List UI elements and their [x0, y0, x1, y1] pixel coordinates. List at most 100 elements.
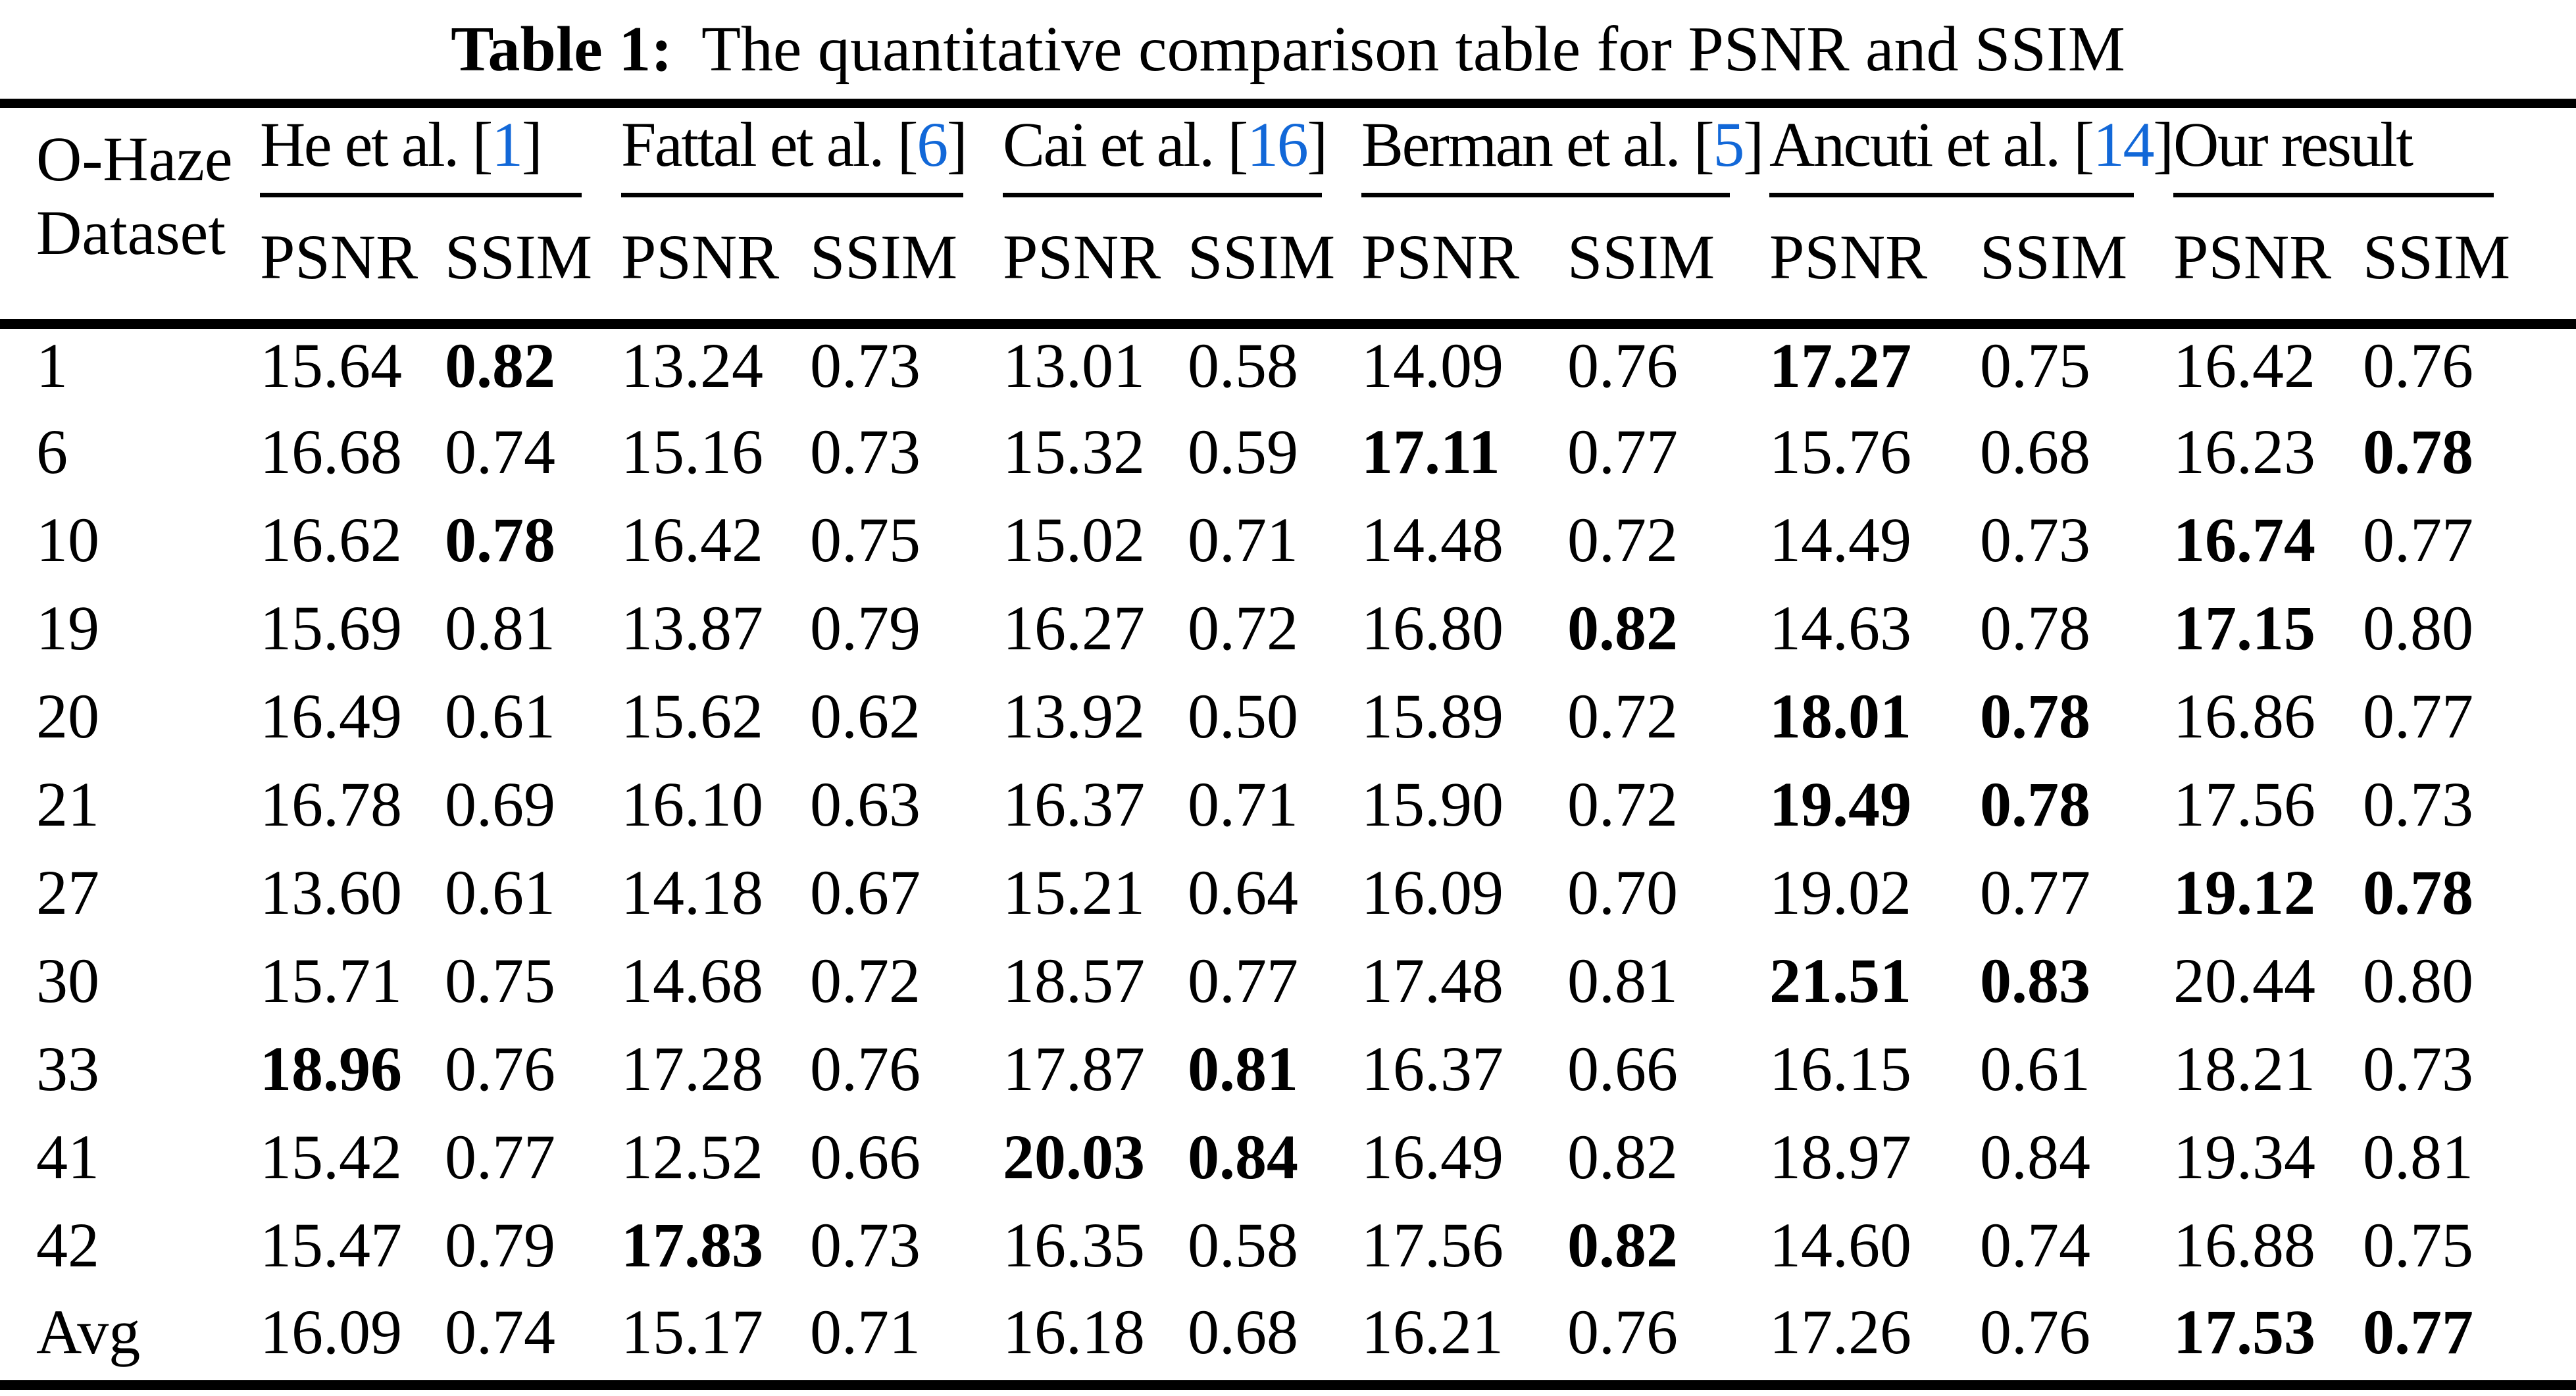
metric-header-he-et-al-psnr: PSNR — [260, 221, 418, 292]
value-cell: 0.74 — [445, 1296, 555, 1367]
table-caption-text: The quantitative comparison table for PS… — [701, 14, 2125, 85]
value-cell: 17.83 — [621, 1210, 764, 1280]
value-cell: 13.60 — [260, 857, 402, 928]
value-cell: 0.68 — [1188, 1296, 1299, 1367]
value-cell: 14.49 — [1769, 505, 1912, 575]
value-cell: 0.79 — [445, 1210, 555, 1280]
value-cell: 0.82 — [1567, 1210, 1679, 1280]
value-cell: 0.82 — [445, 330, 555, 401]
value-cell: 15.69 — [260, 593, 402, 663]
value-cell: 0.58 — [1188, 1210, 1299, 1280]
row-label: Avg — [36, 1296, 141, 1367]
citation-link[interactable]: 1 — [492, 109, 523, 180]
value-cell: 14.68 — [621, 945, 764, 1016]
value-cell: 0.62 — [810, 681, 921, 751]
row-label: 41 — [36, 1122, 99, 1192]
value-cell: 0.73 — [2363, 1034, 2474, 1104]
value-cell: 0.77 — [445, 1122, 555, 1192]
value-cell: 0.84 — [1188, 1122, 1299, 1192]
value-cell: 16.18 — [1003, 1296, 1146, 1367]
row-label: 6 — [36, 416, 68, 487]
value-cell: 0.81 — [2363, 1122, 2474, 1192]
value-cell: 18.21 — [2173, 1034, 2316, 1104]
value-cell: 0.72 — [810, 945, 921, 1016]
method-label: Berman et al. [5] — [1361, 108, 1764, 197]
value-cell: 0.84 — [1980, 1122, 2091, 1192]
value-cell: 18.96 — [260, 1034, 402, 1104]
value-cell: 15.47 — [260, 1210, 402, 1280]
value-cell: 0.63 — [810, 769, 921, 839]
value-cell: 16.37 — [1361, 1034, 1504, 1104]
value-cell: 16.88 — [2173, 1210, 2316, 1280]
value-cell: 16.78 — [260, 769, 402, 839]
value-cell: 17.28 — [621, 1034, 764, 1104]
row-group-header: O-Haze Dataset — [0, 103, 260, 324]
metric-header-fattal-et-al-psnr: PSNR — [621, 221, 780, 292]
citation-link[interactable]: 14 — [2092, 109, 2155, 180]
value-cell: 15.64 — [260, 330, 402, 401]
row-label: 10 — [36, 505, 99, 575]
value-cell: 0.82 — [1567, 593, 1679, 663]
method-label: He et al. [1] — [260, 108, 582, 197]
value-cell: 0.81 — [445, 593, 555, 663]
value-cell: 0.78 — [445, 505, 555, 575]
method-header-row: O-Haze Dataset He et al. [1] Fattal et al… — [0, 103, 2576, 268]
metric-header-ancuti-et-al-ssim: SSIM — [1980, 221, 2128, 292]
value-cell: 0.58 — [1188, 330, 1299, 401]
table-row-42: 42 15.47 0.79 17.83 0.73 16.35 0.58 17.56 0.82 14… — [0, 1207, 2576, 1295]
value-cell: 18.57 — [1003, 945, 1146, 1016]
value-cell: 0.73 — [2363, 769, 2474, 839]
value-cell: 17.48 — [1361, 945, 1504, 1016]
value-cell: 16.86 — [2173, 681, 2316, 751]
citation-link[interactable]: 6 — [917, 109, 948, 180]
value-cell: 15.89 — [1361, 681, 1504, 751]
method-label: Our result — [2173, 108, 2494, 197]
comparison-table: O-Haze Dataset He et al. [1] Fattal et al… — [0, 99, 2576, 1390]
value-cell: 16.09 — [260, 1296, 402, 1367]
value-cell: 15.90 — [1361, 769, 1504, 839]
value-cell: 16.15 — [1769, 1034, 1912, 1104]
value-cell: 16.49 — [1361, 1122, 1504, 1192]
citation-link[interactable]: 16 — [1247, 109, 1309, 180]
value-cell: 0.80 — [2363, 593, 2474, 663]
value-cell: 0.61 — [445, 681, 555, 751]
value-cell: 0.72 — [1567, 681, 1679, 751]
value-cell: 17.56 — [1361, 1210, 1504, 1280]
value-cell: 15.16 — [621, 416, 764, 487]
value-cell: 0.75 — [1980, 330, 2091, 401]
value-cell: 0.78 — [1980, 593, 2091, 663]
value-cell: 0.83 — [1980, 945, 2091, 1016]
value-cell: 0.81 — [1567, 945, 1679, 1016]
value-cell: 13.24 — [621, 330, 764, 401]
value-cell: 18.01 — [1769, 681, 1912, 751]
value-cell: 0.76 — [445, 1034, 555, 1104]
metric-header-cai-et-al-psnr: PSNR — [1003, 221, 1161, 292]
value-cell: 0.72 — [1567, 505, 1679, 575]
value-cell: 0.77 — [2363, 1296, 2474, 1367]
row-label: 42 — [36, 1210, 99, 1280]
value-cell: 0.71 — [810, 1296, 921, 1367]
value-cell: 0.72 — [1567, 769, 1679, 839]
value-cell: 15.02 — [1003, 505, 1146, 575]
value-cell: 17.87 — [1003, 1034, 1146, 1104]
value-cell: 20.44 — [2173, 945, 2316, 1016]
value-cell: 16.37 — [1003, 769, 1146, 839]
value-cell: 0.69 — [445, 769, 555, 839]
citation-link[interactable]: 5 — [1713, 109, 1744, 180]
value-cell: 0.71 — [1188, 505, 1299, 575]
value-cell: 0.67 — [810, 857, 921, 928]
metric-header-cai-et-al-ssim: SSIM — [1188, 221, 1336, 292]
value-cell: 13.92 — [1003, 681, 1146, 751]
table-row-20: 20 16.49 0.61 15.62 0.62 13.92 0.50 15.89 0.72 18… — [0, 678, 2576, 766]
table-row-30: 30 15.71 0.75 14.68 0.72 18.57 0.77 17.48 0.81 21… — [0, 943, 2576, 1031]
table-caption-label: Table 1: — [451, 14, 672, 85]
value-cell: 0.77 — [1980, 857, 2091, 928]
value-cell: 14.48 — [1361, 505, 1504, 575]
table-row-33: 33 18.96 0.76 17.28 0.76 17.87 0.81 16.37 0.66 16… — [0, 1031, 2576, 1119]
value-cell: 0.76 — [810, 1034, 921, 1104]
value-cell: 17.15 — [2173, 593, 2316, 663]
value-cell: 0.78 — [2363, 857, 2474, 928]
table-row-41: 41 15.42 0.77 12.52 0.66 20.03 0.84 16.49 0.82 18… — [0, 1119, 2576, 1207]
method-header-our-result: Our result — [2173, 103, 2576, 212]
